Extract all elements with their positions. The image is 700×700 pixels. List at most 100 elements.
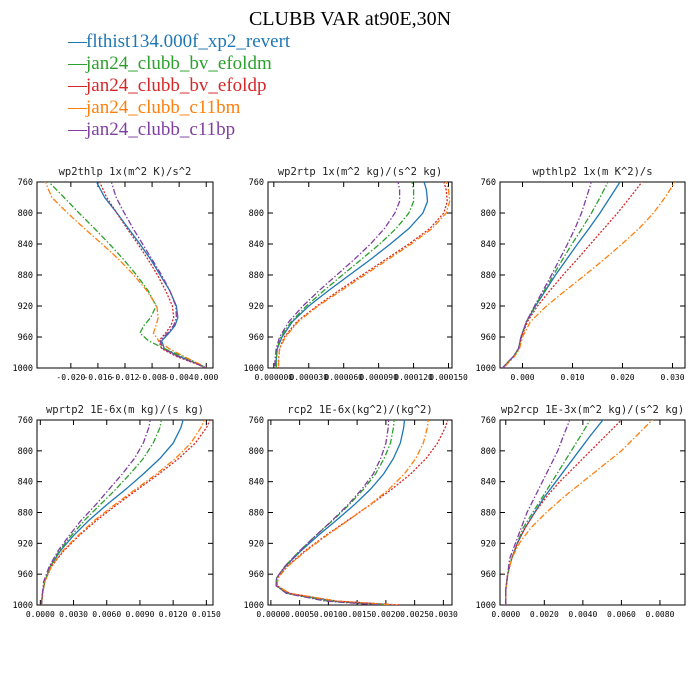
y-tick-label: 840 <box>249 478 264 488</box>
chart-panel: wprtp2 1E-6x(m kg)/(s kg) 760 800 840 880 920… <box>13 404 221 619</box>
chart-title: wprtp2 1E-6x(m kg)/(s kg) <box>46 404 204 416</box>
y-tick-label: 800 <box>481 447 496 457</box>
chart-title: rcp2 1E-6x(kg^2)/(kg^2) <box>287 404 432 416</box>
legend-label: jan24_clubb_c11bp <box>86 119 236 140</box>
series-line <box>505 420 571 605</box>
legend-item: —flthist134.000f_xp2_revert <box>68 31 290 53</box>
y-tick-label: 880 <box>249 509 264 519</box>
chart-title: wp2rtp 1x(m^2 kg)/(s^2 kg) <box>278 166 442 178</box>
series-line <box>275 420 395 605</box>
x-tick-label: 0.0150 <box>192 610 221 619</box>
y-tick-label: 760 <box>249 416 264 426</box>
y-tick-label: 1000 <box>13 364 33 374</box>
y-tick-label: 920 <box>18 539 33 549</box>
x-tick-label: 0.0005 <box>285 610 314 619</box>
y-tick-label: 880 <box>481 271 496 281</box>
y-tick-label: 840 <box>481 240 496 250</box>
x-tick-label: -0.004 <box>165 373 194 382</box>
x-tick-label: 0.010 <box>560 373 584 382</box>
x-tick-label: 0.000120 <box>394 373 433 382</box>
legend: —flthist134.000f_xp2_revert —jan24_clubb… <box>68 31 290 141</box>
y-tick-label: 960 <box>249 333 264 343</box>
series-line <box>502 182 592 368</box>
legend-line-icon: — <box>68 53 87 74</box>
page-title: CLUBB VAR at90E,30N <box>248 8 452 30</box>
y-tick-label: 960 <box>481 333 496 343</box>
series-line <box>505 420 654 605</box>
y-tick-label: 920 <box>18 302 33 312</box>
series-line <box>40 420 211 605</box>
series-line <box>276 420 430 605</box>
x-tick-label: 0.0000 <box>491 610 520 619</box>
x-tick-label: 0.000030 <box>289 373 328 382</box>
x-tick-label: 0.020 <box>610 373 634 382</box>
y-tick-label: 960 <box>249 570 264 580</box>
series-line <box>505 420 604 605</box>
legend-item: —jan24_clubb_c11bp <box>68 119 290 141</box>
x-tick-label: 0.0025 <box>400 610 429 619</box>
y-tick-label: 920 <box>481 302 496 312</box>
legend-line-icon: — <box>68 31 87 52</box>
series-line <box>274 182 401 368</box>
legend-line-icon: — <box>68 119 87 140</box>
x-tick-label: 0.0080 <box>645 610 674 619</box>
y-tick-label: 800 <box>481 209 496 219</box>
y-tick-label: 840 <box>18 240 33 250</box>
x-tick-label: 0.0000 <box>26 610 55 619</box>
chart-panel: wp2rtp 1x(m^2 kg)/(s^2 kg) 760 800 840 880 92… <box>244 166 468 382</box>
x-tick-label: 0.0030 <box>429 610 458 619</box>
y-tick-label: 1000 <box>476 601 496 611</box>
chart-panel: wpthlp2 1x(m K^2)/s 760 800 840 880 920 960 100… <box>476 166 686 382</box>
x-tick-label: 0.000 <box>510 373 534 382</box>
series-line <box>277 182 451 368</box>
y-tick-label: 960 <box>18 570 33 580</box>
x-tick-label: -0.008 <box>138 373 167 382</box>
x-tick-label: 0.0060 <box>607 610 636 619</box>
series-line <box>40 420 163 605</box>
series-line <box>503 182 676 368</box>
y-tick-label: 760 <box>481 416 496 426</box>
series-line <box>275 182 429 368</box>
y-tick-label: 760 <box>18 178 33 188</box>
y-tick-label: 880 <box>481 509 496 519</box>
y-tick-label: 920 <box>249 302 264 312</box>
y-tick-label: 920 <box>249 539 264 549</box>
chart-title: wp2thlp 1x(m^2 K)/s^2 <box>59 166 192 178</box>
x-tick-label: 0.0010 <box>314 610 343 619</box>
y-tick-label: 800 <box>18 209 33 219</box>
x-tick-label: 0.0020 <box>371 610 400 619</box>
x-tick-label: 0.000090 <box>359 373 398 382</box>
chart-title: wp2rcp 1E-3x(m^2 kg)/(s^2 kg) <box>501 404 684 416</box>
y-tick-label: 760 <box>249 178 264 188</box>
series-line <box>40 420 184 605</box>
x-tick-label: -0.012 <box>111 373 140 382</box>
series-line <box>110 182 207 368</box>
y-tick-label: 880 <box>249 271 264 281</box>
x-tick-label: 0.0000 <box>256 610 285 619</box>
x-tick-label: 0.0020 <box>530 610 559 619</box>
x-tick-label: 0.0120 <box>159 610 188 619</box>
series-line <box>95 182 207 368</box>
y-tick-label: 880 <box>18 509 33 519</box>
x-tick-label: 0.000000 <box>255 373 294 382</box>
y-tick-label: 1000 <box>244 601 264 611</box>
plot-frame <box>36 181 214 369</box>
legend-line-icon: — <box>68 75 87 96</box>
x-tick-label: 0.000 <box>194 373 218 382</box>
x-tick-label: 0.000150 <box>429 373 468 382</box>
series-line <box>48 182 207 368</box>
x-tick-label: -0.016 <box>83 373 112 382</box>
y-tick-label: 800 <box>249 209 264 219</box>
x-tick-label: 0.000060 <box>324 373 363 382</box>
y-tick-label: 960 <box>481 570 496 580</box>
x-tick-label: 0.0090 <box>125 610 154 619</box>
series-line <box>505 420 623 605</box>
legend-label: jan24_clubb_bv_efoldp <box>86 75 267 96</box>
x-tick-label: -0.020 <box>56 373 85 382</box>
legend-item: —jan24_clubb_bv_efoldp <box>68 75 290 97</box>
y-tick-label: 760 <box>481 178 496 188</box>
series-line <box>275 182 415 368</box>
series-line <box>277 182 448 368</box>
x-tick-label: 0.0040 <box>568 610 597 619</box>
legend-label: jan24_clubb_c11bm <box>86 97 241 118</box>
